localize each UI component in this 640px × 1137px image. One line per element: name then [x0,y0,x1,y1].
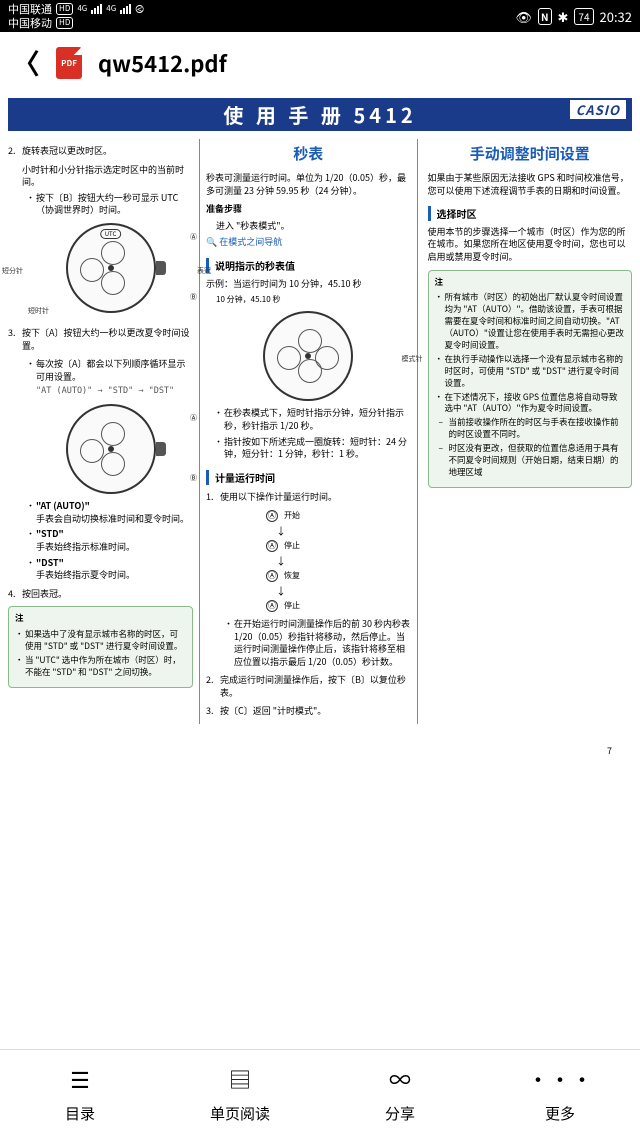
banner-title: 使 用 手 册 5412 [223,100,416,129]
nfc-icon: N [538,8,552,25]
heading-manual-time: 手动调整时间设置 [428,143,632,164]
manual-banner: 使 用 手 册 5412 CASIO [8,98,632,131]
nav-share[interactable]: ∞ 分享 [320,1050,480,1137]
signal-icon [91,4,102,14]
toc-icon: ☰ [70,1063,90,1095]
bluetooth-icon: ✱ [558,7,569,26]
eye-icon: 👁 [515,7,532,26]
file-header: 〈 PDF qw5412.pdf [0,32,640,94]
back-button[interactable]: 〈 [12,43,40,83]
note-box-1: 注 如果选中了没有显示城市名称的时区，可使用 "STD" 或 "DST" 进行夏… [8,606,193,687]
net-label-2: 4G [106,2,116,16]
more-icon: ••• [527,1063,593,1095]
status-bar: 中国联通 HD 4G 4G ⧀ 中国移动 HD 👁 N ✱ 74 20:32 [0,0,640,32]
carrier-2: 中国移动 [8,16,52,30]
pdf-icon: PDF [56,47,82,79]
wifi-icon: ⧀ [135,2,144,16]
watch-diagram-2 [66,404,156,494]
page-columns: 2.旋转表冠以更改时区。 小时针和小分针指示选定时区中的当前时间。 按下〔B〕按… [8,139,632,724]
nav-toc[interactable]: ☰ 目录 [0,1050,160,1137]
nav-toc-label: 目录 [65,1103,95,1124]
nav-more[interactable]: ••• 更多 [480,1050,640,1137]
watch-diagram-1: UTC [66,223,156,313]
hd-badge-1: HD [56,3,73,15]
carrier-1: 中国联通 [8,2,52,16]
nav-more-label: 更多 [545,1103,575,1124]
note-box-2: 注 所有城市（时区）的初始出厂默认夏令时间设置均为 "AT（AUTO）"。借助该… [428,270,632,488]
status-right: 👁 N ✱ 74 20:32 [515,7,632,26]
signal-icon-2 [120,4,131,14]
hd-badge-2: HD [56,17,73,29]
share-icon: ∞ [389,1063,411,1095]
status-carriers: 中国联通 HD 4G 4G ⧀ 中国移动 HD [8,2,144,30]
battery-indicator: 74 [574,8,593,25]
clock: 20:32 [600,7,632,26]
nav-single-label: 单页阅读 [210,1103,270,1124]
heading-stopwatch: 秒表 [206,143,410,164]
casio-logo: CASIO [570,100,626,119]
net-label-1: 4G [77,2,87,16]
watch-diagram-3 [263,311,353,401]
nav-share-label: 分享 [385,1103,415,1124]
document-page[interactable]: 使 用 手 册 5412 CASIO 2.旋转表冠以更改时区。 小时针和小分针指… [0,94,640,1074]
page-icon: ▤ [229,1063,251,1095]
column-2: 秒表 秒表可测量运行时间。单位为 1/20（0.05）秒，最多可测量 23 分钟… [199,139,417,724]
column-1: 2.旋转表冠以更改时区。 小时针和小分针指示选定时区中的当前时间。 按下〔B〕按… [8,139,193,724]
column-3: 手动调整时间设置 如果由于某些原因无法接收 GPS 和时间校准信号，您可以使用下… [424,139,632,724]
file-name: qw5412.pdf [98,47,227,79]
nav-link: 🔍 在模式之间导航 [206,236,410,249]
bottom-nav: ☰ 目录 ▤ 单页阅读 ∞ 分享 ••• 更多 [0,1049,640,1137]
nav-single-page[interactable]: ▤ 单页阅读 [160,1050,320,1137]
page-number: 7 [607,744,612,757]
